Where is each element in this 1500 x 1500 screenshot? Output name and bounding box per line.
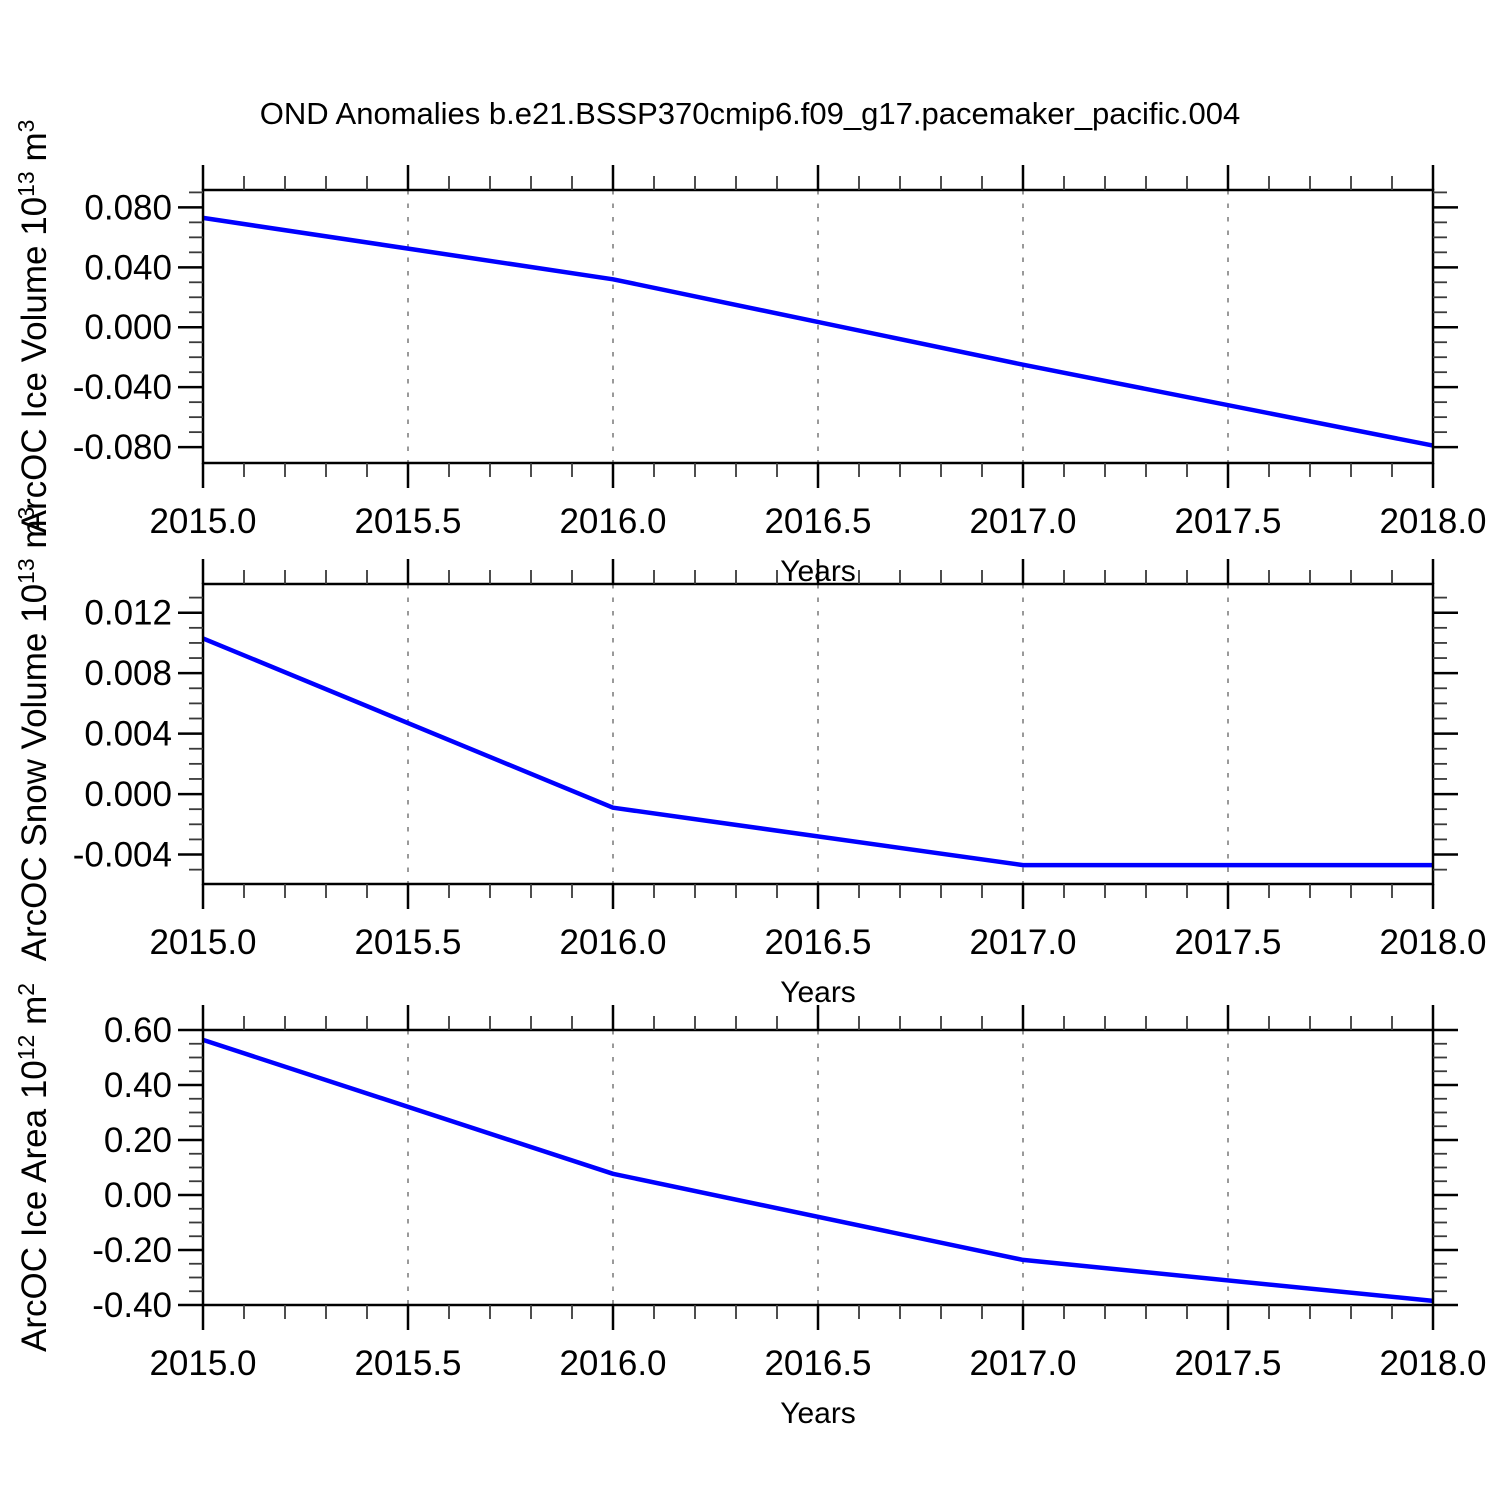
y-tick-label: -0.040 [73,368,172,407]
y-tick-label: -0.080 [73,428,172,467]
x-tick-label: 2016.0 [559,923,666,962]
gridlines [407,1030,1229,1305]
minor-ticks [189,1016,1447,1319]
y-tick-label: 0.040 [84,248,172,287]
chart-panel-3: 2015.0 2015.5 2016.0 2016.5 2017.0 2017.5 2018… [13,983,1487,1430]
series-line [202,1037,1434,1304]
y-tick-label: -0.40 [92,1286,172,1325]
tick-labels: 2015.0 2015.5 2016.0 2016.5 2017.0 2017.5 2018… [92,1011,1486,1383]
y-tick-label: 0.004 [84,715,172,754]
y-axis-title: ArcOC Ice Area 1012 m2 [13,983,54,1352]
y-tick-label: 0.080 [84,188,172,227]
x-tick-label: 2015.0 [149,923,256,962]
series-line [202,215,1434,448]
x-tick-label: 2018.0 [1379,923,1486,962]
x-tick-label: 2017.0 [969,923,1076,962]
y-axis-title: ArcOC Ice Volume 1013 m3 [13,120,54,534]
y-axis-title: ArcOC Snow Volume 1013 m3 [13,507,54,962]
x-tick-label: 2018.0 [1379,1344,1486,1383]
y-tick-label: -0.20 [92,1231,172,1270]
minor-ticks [189,570,1447,898]
chart-panel-2: 2015.0 2015.5 2016.0 2016.5 2017.0 2017.5 2018… [13,507,1487,1009]
x-axis-title: Years [780,1397,856,1430]
tick-labels: 2015.0 2015.5 2016.0 2016.5 2017.0 2017.5 2018… [73,188,1487,541]
x-tick-label: 2017.5 [1174,923,1281,962]
x-tick-label: 2016.0 [559,1344,666,1383]
major-ticks [178,559,1458,909]
y-tick-label: 0.60 [104,1011,172,1050]
y-tick-label: 0.40 [104,1066,172,1105]
x-tick-label: 2017.0 [969,1344,1076,1383]
x-tick-label: 2015.0 [149,1344,256,1383]
x-tick-label: 2016.5 [764,923,871,962]
minor-ticks [189,176,1447,477]
gridlines [407,190,1229,463]
major-ticks [178,1005,1458,1330]
y-tick-label: 0.20 [104,1121,172,1160]
gridlines [407,584,1229,884]
y-tick-label: 0.012 [84,594,172,633]
x-tick-label: 2016.0 [559,502,666,541]
x-tick-label: 2015.5 [354,1344,461,1383]
tick-labels: 2015.0 2015.5 2016.0 2016.5 2017.0 2017.5 2018… [73,594,1487,962]
x-tick-label: 2015.0 [149,502,256,541]
y-tick-label: 0.00 [104,1176,172,1215]
x-tick-label: 2016.5 [764,502,871,541]
y-tick-label: 0.000 [84,308,172,347]
y-tick-label: 0.008 [84,654,172,693]
y-tick-label: 0.000 [84,775,172,814]
x-tick-label: 2015.5 [354,923,461,962]
x-tick-label: 2017.5 [1174,502,1281,541]
major-ticks [178,165,1458,488]
x-axis-title: Years [780,976,856,1009]
x-tick-label: 2016.5 [764,1344,871,1383]
x-tick-label: 2017.0 [969,502,1076,541]
x-tick-label: 2015.5 [354,502,461,541]
y-tick-label: -0.004 [73,836,172,875]
chart-panel-1: 2015.0 2015.5 2016.0 2016.5 2017.0 2017.5 2018… [13,120,1487,588]
figure-title: OND Anomalies b.e21.BSSP370cmip6.f09_g17… [259,96,1241,131]
series-line [202,636,1433,868]
x-tick-label: 2018.0 [1379,502,1486,541]
x-tick-label: 2017.5 [1174,1344,1281,1383]
